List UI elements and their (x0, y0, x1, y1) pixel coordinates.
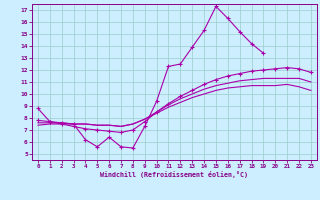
X-axis label: Windchill (Refroidissement éolien,°C): Windchill (Refroidissement éolien,°C) (100, 171, 248, 178)
